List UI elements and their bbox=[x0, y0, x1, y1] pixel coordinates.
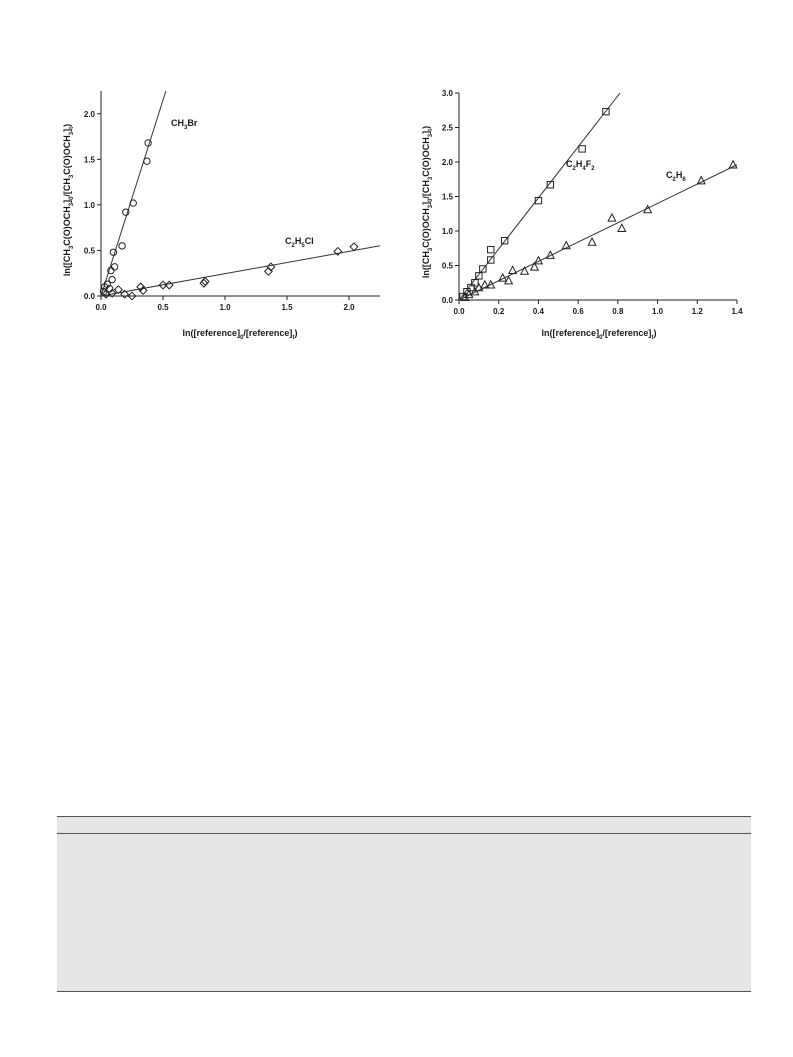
y-tick-label: 1.0 bbox=[84, 201, 96, 210]
y-tick-label: 0.5 bbox=[442, 262, 454, 271]
x-tick-label: 1.2 bbox=[692, 307, 704, 316]
data-point-c2h6 bbox=[529, 261, 540, 271]
data-point-c2h4f2 bbox=[475, 272, 483, 280]
series-label-c2h5cl: C2H5Cl bbox=[285, 236, 314, 249]
data-point-c2h5cl bbox=[113, 285, 123, 295]
x-tick-label: 1.5 bbox=[281, 303, 293, 312]
x-tick-label: 1.4 bbox=[731, 307, 743, 316]
data-point-c2h4f2 bbox=[479, 265, 487, 273]
table-header-rule bbox=[57, 833, 751, 834]
data-point-c2h4f2 bbox=[487, 245, 495, 254]
x-tick-label: 0.5 bbox=[157, 303, 169, 312]
data-point-c2h6 bbox=[728, 159, 738, 169]
data-point-ch3br bbox=[109, 248, 118, 256]
x-axis-title: ln([reference]0/[reference]t) bbox=[542, 328, 657, 341]
y-tick-label: 1.0 bbox=[442, 227, 454, 236]
x-tick-label: 1.0 bbox=[219, 303, 231, 312]
x-tick-label: 1.0 bbox=[652, 307, 664, 316]
y-tick-label: 0.0 bbox=[84, 292, 96, 301]
data-point-c2h6 bbox=[486, 279, 496, 289]
y-tick-label: 2.5 bbox=[442, 124, 454, 133]
x-tick-label: 0.0 bbox=[453, 307, 465, 316]
data-point-c2h6 bbox=[470, 286, 480, 296]
fit-line-c2h5cl bbox=[100, 245, 381, 297]
x-tick-label: 0.2 bbox=[493, 307, 505, 316]
fit-line-ch3br bbox=[100, 90, 167, 297]
x-tick-label: 0.6 bbox=[573, 307, 585, 316]
data-point-c2h5cl bbox=[164, 280, 174, 290]
data-point-ch3br bbox=[143, 157, 151, 165]
y-tick-label: 0.0 bbox=[442, 296, 454, 305]
y-tick-label: 0.5 bbox=[84, 246, 96, 255]
data-point-c2h5cl bbox=[138, 286, 148, 296]
y-tick-label: 1.5 bbox=[84, 155, 96, 164]
y-tick-label: 2.0 bbox=[84, 110, 96, 119]
x-tick-label: 0.0 bbox=[95, 303, 107, 312]
data-point-c2h6 bbox=[587, 236, 597, 246]
data-point-c2h4f2 bbox=[578, 145, 586, 153]
data-point-c2h4f2 bbox=[471, 279, 479, 287]
data-point-c2h5cl bbox=[200, 276, 210, 286]
y-axis-title: ln([CH3C(O)OCH3]0/[CH3C(O)OCH3]t) bbox=[62, 124, 75, 276]
data-point-c2h6 bbox=[464, 289, 474, 299]
data-point-c2h6 bbox=[696, 175, 706, 185]
y-tick-label: 1.5 bbox=[442, 193, 454, 202]
table-box bbox=[57, 816, 751, 992]
y-tick-label: 2.0 bbox=[442, 158, 454, 167]
data-point-c2h4f2 bbox=[546, 181, 555, 189]
data-point-ch3br bbox=[118, 242, 126, 250]
data-point-ch3br bbox=[108, 275, 116, 284]
data-point-ch3br bbox=[110, 263, 119, 271]
plot-area: 0.0 0.5 1.0 1.5 2.0 0.0 0.5 1.0 1.5 2.0 bbox=[84, 90, 381, 312]
fit-line-c2h6 bbox=[458, 164, 738, 301]
data-point-c2h4f2 bbox=[487, 256, 495, 264]
x-tick-label: 2.0 bbox=[343, 303, 355, 312]
data-point-ch3br bbox=[144, 139, 152, 147]
series-label-ch3br: CH3Br bbox=[171, 118, 198, 131]
x-tick-label: 0.4 bbox=[533, 307, 545, 316]
series-label-c2h4f2: C2H4F2 bbox=[566, 159, 595, 172]
data-point-c2h5cl bbox=[107, 288, 117, 298]
data-point-c2h6 bbox=[561, 240, 571, 250]
data-point-c2h5cl bbox=[158, 280, 168, 290]
data-point-c2h6 bbox=[519, 265, 530, 275]
data-point-ch3br bbox=[122, 208, 130, 216]
data-point-c2h6 bbox=[617, 223, 627, 232]
data-point-c2h6 bbox=[507, 265, 518, 275]
data-point-c2h6 bbox=[474, 282, 484, 292]
chart-ch3br-c2h5cl: 0.0 0.5 1.0 1.5 2.0 0.0 0.5 1.0 1.5 2.0 ln([refer… bbox=[62, 90, 381, 341]
y-axis-title: ln([CH3C(O)OCH3]0/[CH3C(O)OCH3]t) bbox=[421, 126, 434, 278]
data-point-c2h4f2 bbox=[500, 236, 509, 245]
data-point-c2h4f2 bbox=[534, 196, 543, 205]
data-point-c2h5cl bbox=[349, 242, 359, 252]
y-tick-label: 3.0 bbox=[442, 89, 454, 98]
data-point-c2h5cl bbox=[136, 282, 146, 292]
data-point-c2h5cl bbox=[127, 291, 137, 301]
data-point-c2h5cl bbox=[120, 289, 130, 299]
data-point-c2h6 bbox=[607, 212, 617, 222]
data-point-c2h6 bbox=[498, 272, 508, 282]
chart-c2h4f2-c2h6: 0.0 0.2 0.4 0.6 0.8 1.0 1.2 1.4 0.0 0.5 1.0 1.5 2.0 2… bbox=[421, 89, 743, 341]
data-point-c2h6 bbox=[460, 292, 470, 301]
data-point-ch3br bbox=[129, 199, 137, 207]
data-point-c2h6 bbox=[480, 279, 490, 289]
series-label-c2h6: C2H6 bbox=[666, 170, 686, 183]
plot-area: 0.0 0.2 0.4 0.6 0.8 1.0 1.2 1.4 0.0 0.5 1.0 1.5 2.0 2… bbox=[442, 89, 743, 316]
x-axis-title: ln([reference]0/[reference]t) bbox=[183, 328, 298, 341]
data-point-c2h5cl bbox=[333, 246, 343, 256]
data-point-c2h6 bbox=[545, 250, 555, 259]
data-point-c2h6 bbox=[643, 204, 653, 214]
fit-line-c2h4f2 bbox=[458, 92, 621, 301]
data-point-c2h4f2 bbox=[467, 283, 475, 292]
data-point-c2h6 bbox=[533, 255, 544, 265]
x-tick-label: 0.8 bbox=[612, 307, 624, 316]
data-point-c2h4f2 bbox=[602, 107, 610, 116]
data-point-c2h5cl bbox=[266, 262, 276, 272]
data-point-c2h6 bbox=[504, 275, 514, 285]
